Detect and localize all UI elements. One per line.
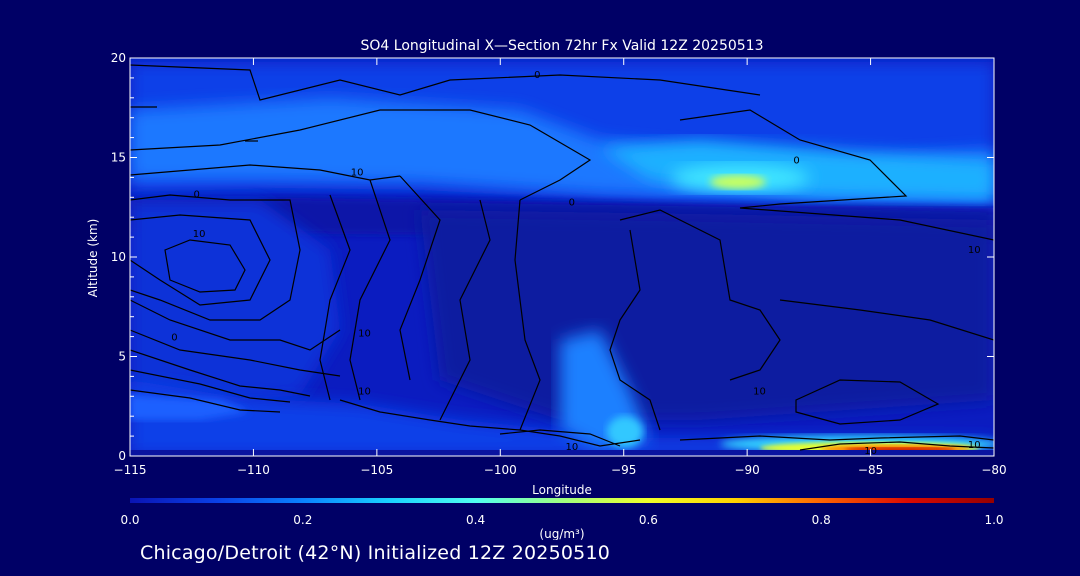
- contour-label: 10: [358, 329, 371, 340]
- field-left-lobe: [130, 200, 340, 410]
- contour-label: 0: [534, 70, 540, 81]
- contour-line: [799, 441, 994, 451]
- contour-label: 10: [358, 386, 371, 397]
- x-tick-label: −85: [858, 463, 883, 477]
- contour-line: [349, 179, 391, 401]
- contour-label: 10: [968, 440, 981, 451]
- x-tick-label: −95: [611, 463, 636, 477]
- contour-label: 0: [193, 189, 199, 200]
- contour-lines: [130, 64, 994, 451]
- contour-line: [130, 109, 592, 201]
- contour-line: [164, 239, 246, 293]
- contour-label: 10: [193, 229, 206, 240]
- x-axis: −115 −110 −105 −100 −95 −90 −85 −80: [114, 58, 1007, 477]
- contour-line: [619, 209, 781, 381]
- cross-section-chart: SO4 Longitudinal X—Section 72hr Fx Valid…: [86, 38, 1007, 540]
- y-tick-label: 15: [111, 151, 126, 165]
- colorbar-tick-label: 0.8: [812, 513, 831, 527]
- contour-label: 0: [171, 333, 177, 344]
- colorbar-units: (ug/m³): [539, 527, 584, 540]
- contour-line: [130, 164, 401, 181]
- contour-line: [399, 175, 441, 381]
- colorbar-tick-label: 1.0: [984, 513, 1003, 527]
- colorbar: 0.0 0.2 0.4 0.6 0.8 1.0 (ug/m³): [120, 498, 1004, 540]
- contour-label: 10: [753, 386, 766, 397]
- contour-line: [679, 435, 994, 441]
- contour-line: [609, 229, 661, 431]
- contour-label: 10: [566, 442, 579, 453]
- contour-label: 0: [569, 197, 575, 208]
- field-yellow-core: [710, 175, 766, 189]
- contour-line: [130, 64, 761, 101]
- contour-line: [130, 349, 311, 397]
- x-tick-label: −115: [114, 463, 147, 477]
- colorbar-ramp: [130, 498, 994, 503]
- contour-line: [439, 199, 491, 421]
- colorbar-tick-label: 0.4: [466, 513, 485, 527]
- contour-line: [130, 389, 281, 413]
- x-tick-label: −80: [981, 463, 1006, 477]
- contour-line: [795, 379, 940, 425]
- y-tick-label: 10: [111, 250, 126, 264]
- contour-line: [339, 399, 641, 447]
- contour-line: [130, 299, 341, 351]
- terrain-mask: [130, 450, 994, 456]
- concentration-field: [130, 58, 994, 456]
- y-axis: 0 5 10 15 20: [111, 51, 994, 463]
- plot-area: [130, 58, 994, 456]
- x-tick-label: −105: [360, 463, 393, 477]
- x-tick-label: −100: [484, 463, 517, 477]
- contour-line: [779, 299, 994, 341]
- colorbar-tick-label: 0.0: [120, 513, 139, 527]
- contour-line: [499, 429, 621, 447]
- colorbar-ticks: 0.0 0.2 0.4 0.6 0.8 1.0: [120, 513, 1003, 527]
- contour-label: 0: [793, 155, 799, 166]
- contour-label: 10: [968, 245, 981, 256]
- contour-line: [130, 369, 291, 403]
- contour-label: 10: [351, 167, 364, 178]
- x-axis-label: Longitude: [532, 483, 592, 497]
- field-low-level: [130, 380, 994, 456]
- x-tick-label: −110: [237, 463, 270, 477]
- contour-line: [130, 329, 341, 377]
- field-mid-dark: [420, 210, 994, 420]
- y-tick-label: 20: [111, 51, 126, 65]
- chart-title: SO4 Longitudinal X—Section 72hr Fx Valid…: [361, 38, 764, 54]
- field-plume-core: [607, 416, 643, 448]
- contour-line: [130, 214, 271, 306]
- contour-line: [679, 109, 994, 241]
- contour-line: [130, 194, 301, 321]
- colorbar-tick-label: 0.2: [293, 513, 312, 527]
- footer-caption: Chicago/Detroit (42°N) Initialized 12Z 2…: [140, 542, 611, 564]
- y-tick-label: 0: [118, 449, 126, 463]
- contour-line: [514, 199, 541, 431]
- y-axis-label: Altitude (km): [86, 219, 100, 298]
- field-surface-left: [130, 395, 250, 420]
- y-tick-label: 5: [118, 350, 126, 364]
- x-tick-label: −90: [734, 463, 759, 477]
- colorbar-tick-label: 0.6: [639, 513, 658, 527]
